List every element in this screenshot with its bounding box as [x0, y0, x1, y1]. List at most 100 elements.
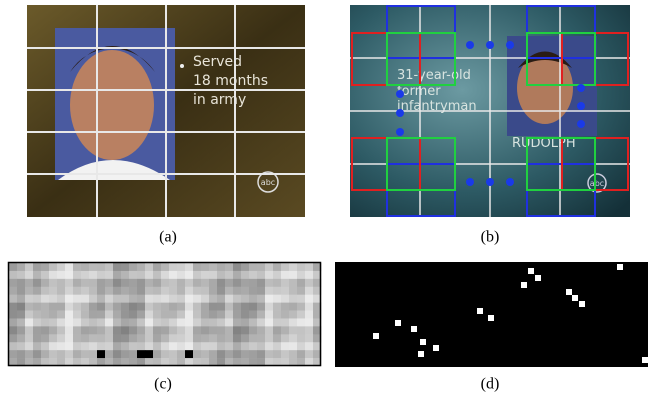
texture-cell: [65, 318, 73, 326]
texture-cell: [9, 271, 17, 279]
texture-cell: [161, 334, 169, 342]
texture-cell: [273, 303, 281, 311]
texture-cell: [265, 263, 273, 271]
texture-cell: [201, 350, 209, 358]
texture-cell: [177, 287, 185, 295]
texture-cell: [113, 287, 121, 295]
texture-cell: [9, 311, 17, 319]
texture-cell: [137, 318, 145, 326]
texture-cell: [201, 334, 209, 342]
texture-cell: [49, 318, 57, 326]
texture-cell: [249, 350, 257, 358]
texture-cell: [113, 326, 121, 334]
texture-cell: [201, 311, 209, 319]
texture-cell: [41, 311, 49, 319]
texture-cell: [177, 263, 185, 271]
texture-cell: [17, 326, 25, 334]
texture-cell: [153, 263, 161, 271]
texture-cell: [113, 279, 121, 287]
texture-cell: [169, 279, 177, 287]
texture-cell: [201, 279, 209, 287]
texture-cell: [161, 295, 169, 303]
texture-cell: [129, 287, 137, 295]
texture-cell: [137, 326, 145, 334]
texture-cell: [81, 334, 89, 342]
texture-cell: [137, 350, 145, 358]
block: [373, 333, 379, 339]
texture-cell: [297, 287, 305, 295]
texture-cell: [241, 318, 249, 326]
texture-cell: [129, 350, 137, 358]
texture-cell: [225, 279, 233, 287]
texture-cell: [161, 271, 169, 279]
texture-cell: [225, 271, 233, 279]
texture-cell: [41, 279, 49, 287]
texture-cell: [121, 271, 129, 279]
texture-cell: [225, 295, 233, 303]
texture-cell: [281, 326, 289, 334]
texture-cell: [273, 311, 281, 319]
texture-cell: [25, 279, 33, 287]
texture-cell: [17, 303, 25, 311]
texture-cell: [225, 311, 233, 319]
texture-cell: [25, 271, 33, 279]
texture-cell: [185, 271, 193, 279]
texture-cell: [241, 287, 249, 295]
texture-cell: [113, 318, 121, 326]
texture-cell: [169, 287, 177, 295]
texture-cell: [113, 334, 121, 342]
texture-cell: [121, 287, 129, 295]
texture-cell: [89, 342, 97, 350]
texture-cell: [241, 271, 249, 279]
texture-cell: [193, 279, 201, 287]
texture-cell: [49, 303, 57, 311]
texture-cell: [217, 350, 225, 358]
texture-cell: [41, 287, 49, 295]
texture-cell: [257, 318, 265, 326]
texture-cell: [121, 311, 129, 319]
texture-cell: [25, 342, 33, 350]
texture-cell: [185, 318, 193, 326]
overlay-text: in army: [193, 92, 246, 108]
texture-cell: [9, 326, 17, 334]
texture-cell: [185, 279, 193, 287]
texture-cell: [305, 326, 313, 334]
texture-cell: [177, 311, 185, 319]
texture-cell: [33, 318, 41, 326]
texture-cell: [153, 334, 161, 342]
texture-cell: [297, 263, 305, 271]
texture-cell: [161, 318, 169, 326]
texture-cell: [249, 342, 257, 350]
texture-cell: [217, 326, 225, 334]
texture-cell: [137, 342, 145, 350]
texture-cell: [169, 263, 177, 271]
texture-cell: [305, 334, 313, 342]
dot: [506, 178, 514, 186]
texture-cell: [289, 334, 297, 342]
texture-cell: [177, 271, 185, 279]
panel-label: (a): [159, 229, 177, 246]
texture-cell: [177, 303, 185, 311]
texture-cell: [129, 318, 137, 326]
block: [411, 326, 417, 332]
texture-cell: [145, 271, 153, 279]
texture-cell: [233, 342, 241, 350]
texture-cell: [169, 311, 177, 319]
texture-cell: [273, 295, 281, 303]
texture-cell: [153, 279, 161, 287]
texture-cell: [41, 303, 49, 311]
overlay-text: former: [397, 84, 441, 99]
texture-cell: [113, 263, 121, 271]
logo: abc: [261, 178, 275, 187]
texture-cell: [217, 287, 225, 295]
texture-cell: [265, 350, 273, 358]
texture-cell: [129, 334, 137, 342]
texture-cell: [145, 287, 153, 295]
texture-cell: [33, 287, 41, 295]
texture-cell: [233, 311, 241, 319]
texture-cell: [129, 263, 137, 271]
texture-cell: [201, 326, 209, 334]
texture-cell: [225, 303, 233, 311]
texture-cell: [289, 279, 297, 287]
texture-cell: [161, 326, 169, 334]
